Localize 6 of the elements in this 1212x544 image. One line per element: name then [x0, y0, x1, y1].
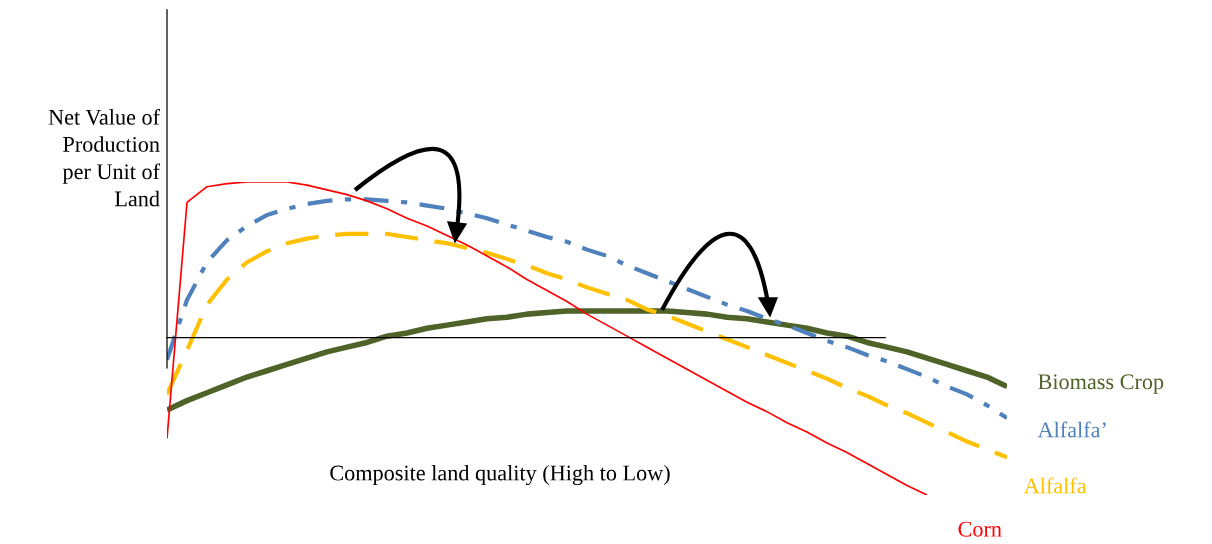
series-label: Alfalfa’	[1037, 421, 1106, 438]
y-axis-title: Net Value of Production per Unit of Land	[48, 108, 160, 207]
series-label: Alfalfa	[1023, 477, 1087, 494]
series-label: Biomass Crop	[1038, 374, 1164, 394]
x-axis-title: Composite land quality (High to Low)	[330, 464, 670, 486]
series-label: Corn	[958, 521, 1002, 537]
